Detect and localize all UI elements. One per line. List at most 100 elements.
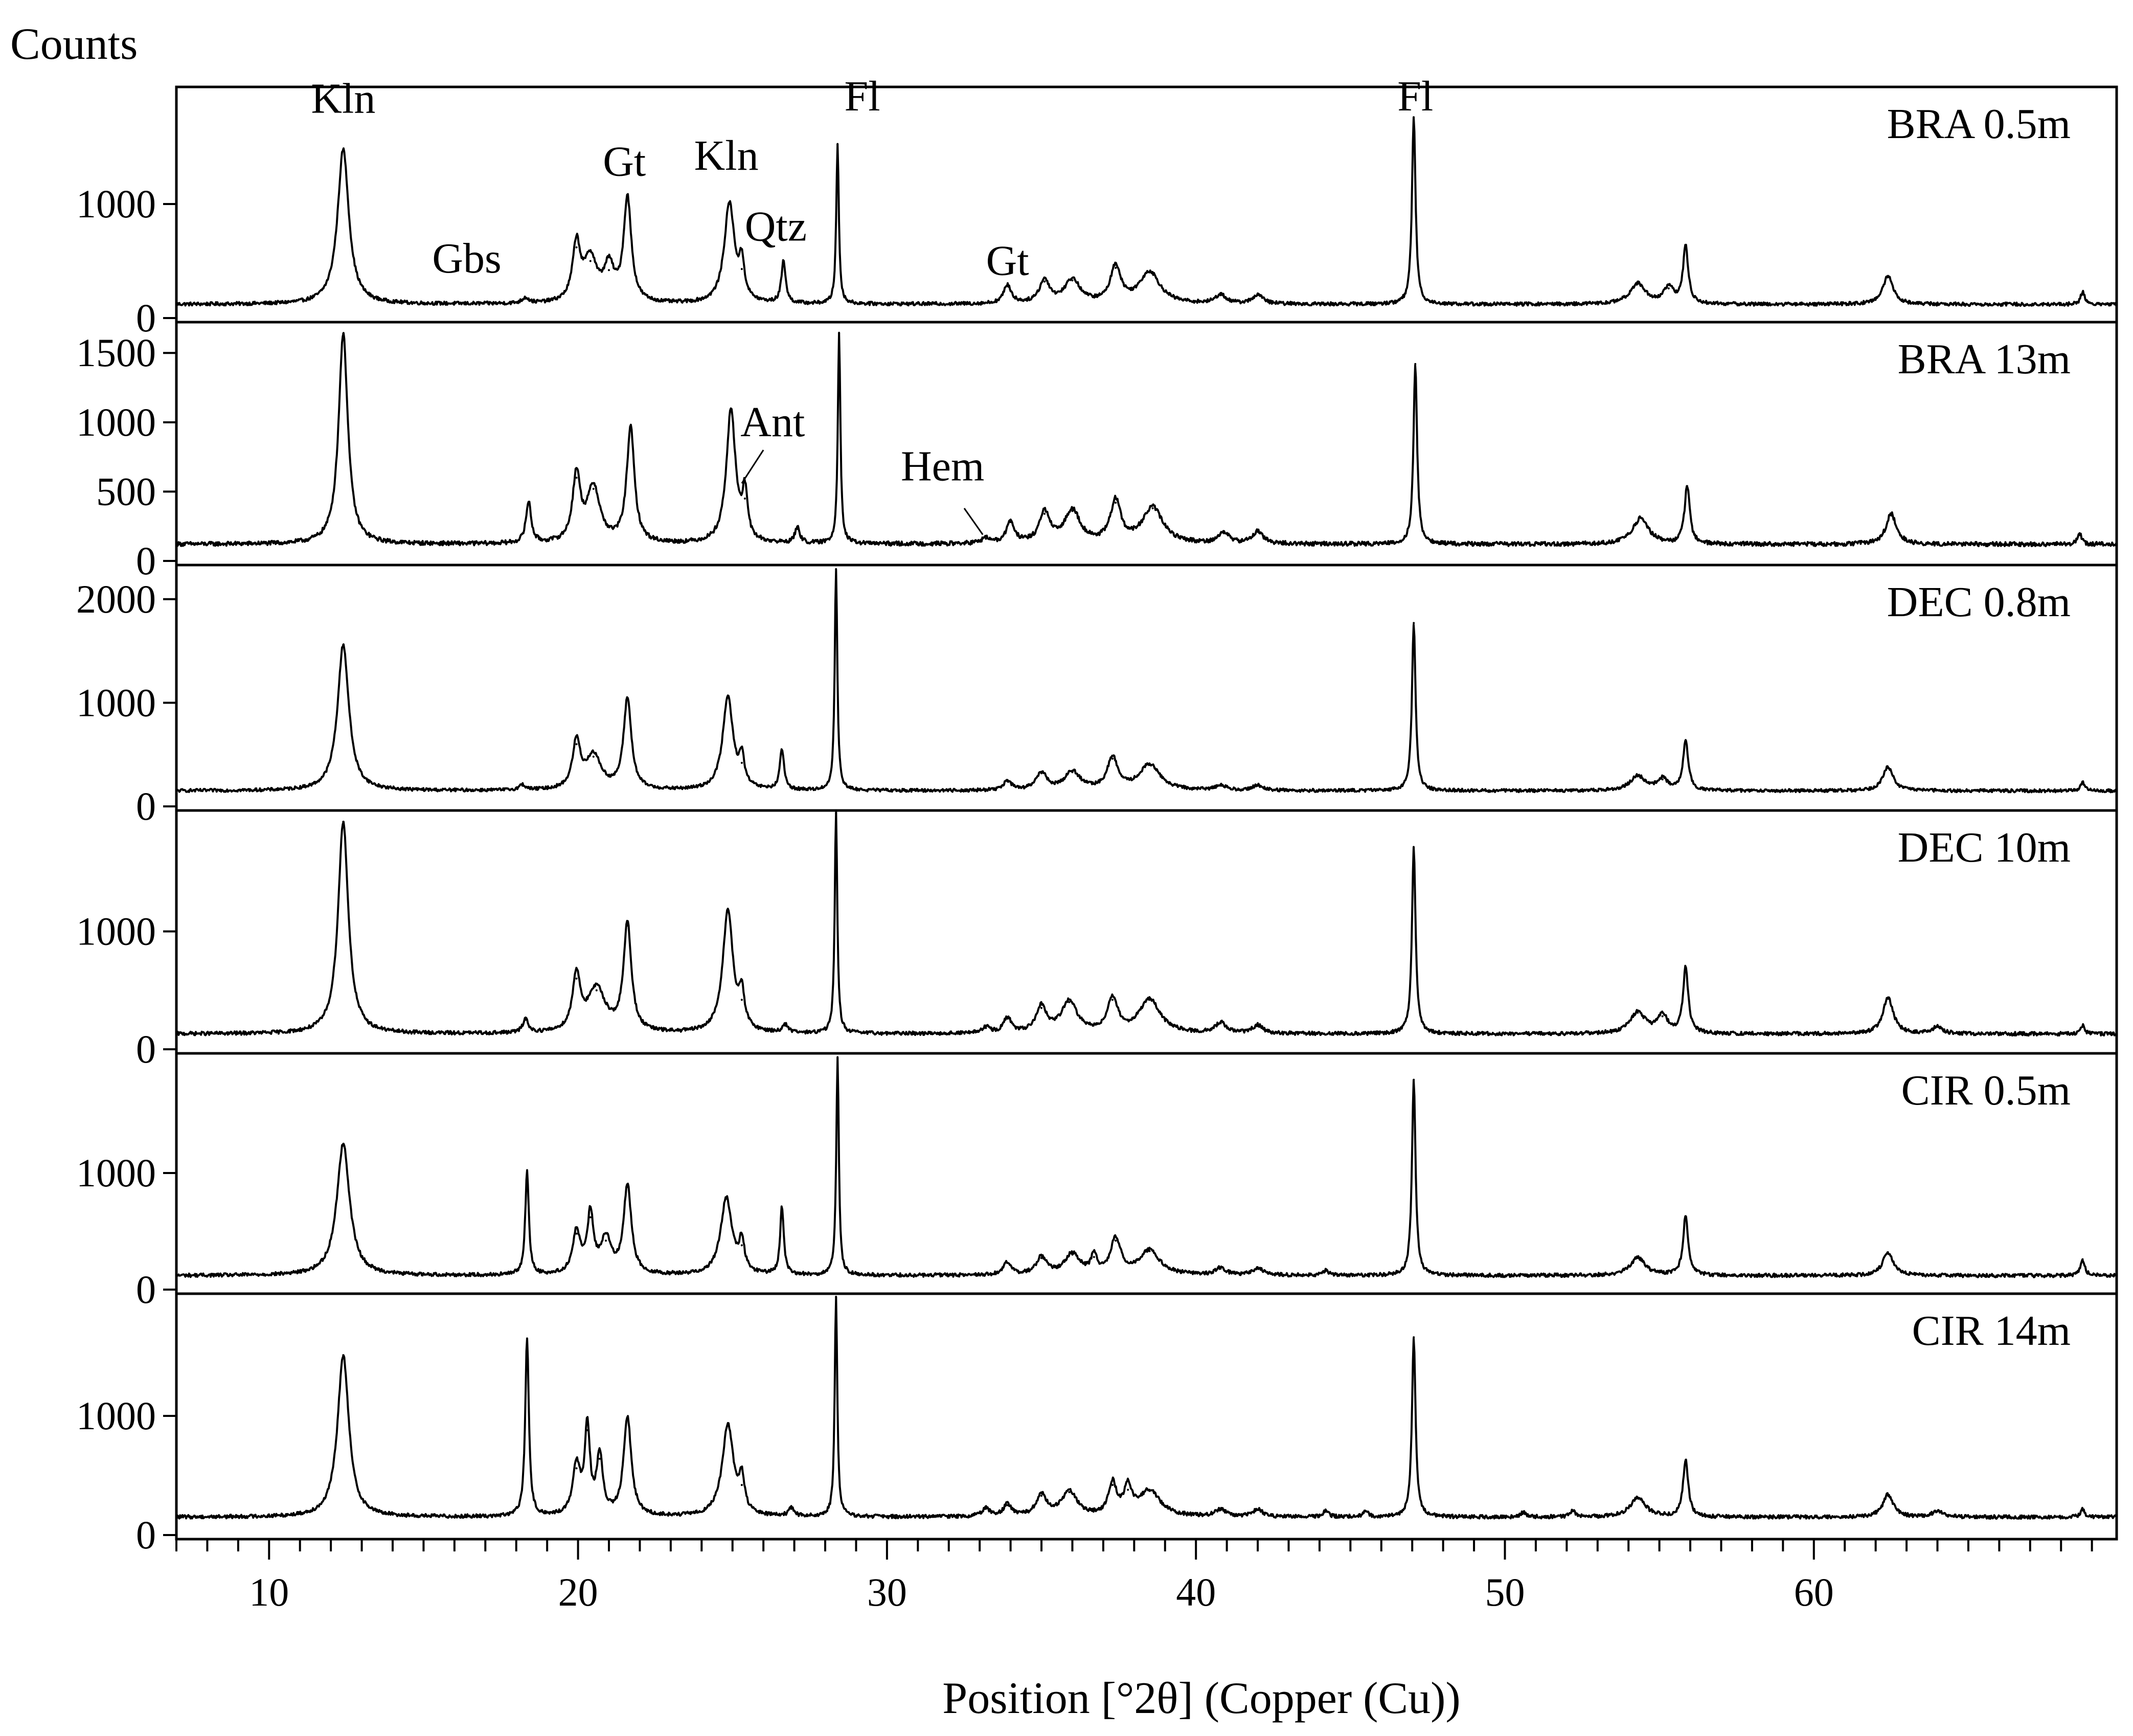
peak-point [781,1207,783,1209]
peak-point [1068,1001,1071,1003]
peak-point [1887,766,1889,768]
peak-point [1219,784,1222,787]
peak-point [1148,999,1151,1001]
peak-point [1325,1270,1327,1272]
peak-point [1071,1253,1074,1256]
y-tick-label: 1000 [76,400,156,444]
peak-point [592,488,595,490]
peak-point [1006,1504,1009,1506]
peak-point [1040,1007,1042,1009]
peak-point [1572,1510,1574,1513]
xrd-pattern-line [175,116,2118,307]
peak-point [592,755,595,758]
x-tick-label: 40 [1176,1570,1216,1614]
peak-point [2081,1507,2084,1510]
peak-point [1148,764,1151,766]
peak-point [342,1354,345,1357]
peak-label: Gbs [432,235,501,282]
peak-point [1257,531,1259,533]
panel-frame [175,809,2118,1055]
peak-point [1111,999,1114,1001]
peak-point [985,1507,987,1510]
peak-point [1071,279,1074,282]
peak-label: Ant [740,398,805,446]
y-tick-label: 500 [96,469,156,513]
peak-point [1006,780,1009,783]
peak-point [1413,1078,1415,1081]
peak-point [1257,1024,1259,1027]
peak-point [1887,996,1889,999]
peak-point [1006,285,1009,287]
peak-point [342,148,345,150]
peak-point [1413,622,1415,624]
peak-point [1115,266,1117,269]
peak-point [1148,1250,1151,1252]
panel-frame [175,563,2118,812]
peak-point [1219,1022,1222,1025]
peak-point [342,643,345,646]
peak-point [595,989,598,991]
peak-point [586,1429,588,1431]
peak-point [730,410,732,413]
peak-point [1127,1489,1129,1491]
leader-line [741,449,764,484]
peak-point [728,203,731,205]
peak-point [836,144,839,146]
peak-point [1006,1018,1009,1020]
peak-point [838,332,841,335]
peak-point [1637,283,1639,285]
peak-point [1890,512,1892,515]
peak-point [1040,772,1042,775]
peak-point [626,925,629,927]
peak-point [740,1484,743,1486]
panel-frame [175,85,2118,324]
panel-label: DEC 0.8m [1887,578,2071,626]
peak-point [2081,1258,2084,1260]
peak-point [1640,516,1642,519]
peak-point [1637,1497,1639,1499]
y-tick-label: 0 [136,296,156,340]
peak-point [526,1172,528,1174]
peak-point [2081,781,2084,784]
peak-point [629,428,632,431]
peak-point [575,1467,578,1470]
peak-point [836,1057,839,1060]
peak-point [1219,294,1222,297]
peak-point [1115,502,1117,504]
peak-point [727,1424,729,1427]
peak-point [1637,775,1639,778]
peak-point [1222,532,1225,534]
peak-point [1115,1239,1117,1242]
leader-line [963,508,984,535]
xrd-pattern-line [175,1056,2117,1278]
y-tick-label: 2000 [76,577,156,621]
peak-point [1257,784,1259,787]
peak-point [1685,739,1687,741]
peak-point [740,761,743,764]
peak-point [796,528,799,530]
peak-point [1257,1268,1259,1270]
panel: 0 500 1000 1500 BRA 13m Ant Hem [76,321,2118,583]
peak-point [575,246,578,249]
x-tick-label: 30 [867,1570,907,1614]
peak-point [2081,1024,2084,1027]
peak-point [835,1296,837,1298]
y-tick-label: 1000 [76,680,156,725]
peak-point [835,813,837,815]
peak-point [1936,1026,1939,1028]
peak-label: Fl [1397,73,1433,120]
x-tick-label: 50 [1485,1570,1525,1614]
peak-point [1686,485,1688,487]
peak-point [1887,1251,1889,1253]
peak-point [835,568,837,570]
peak-label: Kln [311,75,375,123]
peak-point [1111,757,1114,760]
peak-point [575,477,578,479]
peak-point [1151,507,1154,509]
peak-point [1887,1493,1889,1496]
panel-frame [175,1292,2118,1541]
peak-point [1325,1510,1327,1513]
panel-frame [175,321,2118,567]
peak-point [782,260,785,262]
